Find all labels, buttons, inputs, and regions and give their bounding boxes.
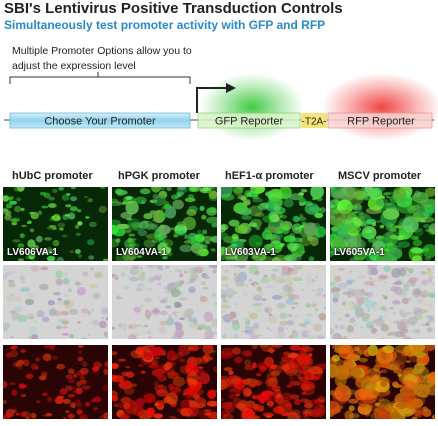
micrograph-texture — [112, 345, 217, 419]
gfp-glow — [200, 73, 304, 141]
rfp-image-hubc — [3, 345, 108, 419]
rfp-segment — [327, 112, 433, 129]
phase-image-mscv — [330, 265, 435, 339]
gfp-image-hubc: LV606VA-1 — [3, 187, 108, 261]
figure-title: SBI's Lentivirus Positive Transduction C… — [4, 0, 343, 17]
rfp-label: RFP Reporter — [347, 116, 415, 128]
rfp-image-hpgk — [112, 345, 217, 419]
promoter-label: Choose Your Promoter — [44, 116, 156, 128]
vector-label: LV603VA-1 — [225, 247, 276, 258]
gfp-segment — [197, 112, 301, 129]
phase-image-hubc — [3, 265, 108, 339]
micrograph-texture — [221, 187, 326, 261]
micrograph-texture — [330, 187, 435, 261]
micrograph-texture — [221, 345, 326, 419]
figure-subtitle: Simultaneously test promoter activity wi… — [4, 18, 326, 32]
column-label-mscv: MSCV promoter — [338, 170, 422, 182]
micrograph-texture — [3, 265, 108, 339]
rfp-image-mscv — [330, 345, 435, 419]
micrograph-texture — [221, 265, 326, 339]
promoter-bracket — [9, 76, 191, 84]
micrograph-texture — [112, 187, 217, 261]
vector-construct-diagram: Choose Your Promoter GFP Reporter -T2A- … — [4, 72, 438, 141]
micrograph-texture — [3, 345, 108, 419]
micrograph-texture — [3, 187, 108, 261]
t2a-segment — [301, 113, 327, 128]
t2a-label: -T2A- — [302, 117, 327, 128]
column-label-hpgk: hPGK promoter — [118, 170, 200, 182]
vector-label: LV605VA-1 — [334, 247, 385, 258]
promoter-options-note: Multiple Promoter Options allow you to a… — [12, 45, 192, 72]
promoter-segment — [9, 112, 191, 129]
micrograph-texture — [330, 265, 435, 339]
micrograph-texture — [330, 345, 435, 419]
gfp-image-hpgk: LV604VA-1 — [112, 187, 217, 261]
gfp-image-mscv: LV605VA-1 — [330, 187, 435, 261]
transcription-arrow-icon — [196, 87, 228, 113]
gfp-label: GFP Reporter — [215, 116, 284, 128]
rfp-glow — [322, 73, 438, 141]
phase-image-hpgk — [112, 265, 217, 339]
rfp-image-hef1a — [221, 345, 326, 419]
phase-image-hef1a — [221, 265, 326, 339]
vector-label: LV606VA-1 — [7, 247, 58, 258]
micrograph-texture — [112, 265, 217, 339]
column-label-hubc: hUbC promoter — [12, 170, 93, 182]
gfp-image-hef1a: LV603VA-1 — [221, 187, 326, 261]
vector-label: LV604VA-1 — [116, 247, 167, 258]
column-label-hef1a: hEF1-α promoter — [225, 170, 314, 182]
